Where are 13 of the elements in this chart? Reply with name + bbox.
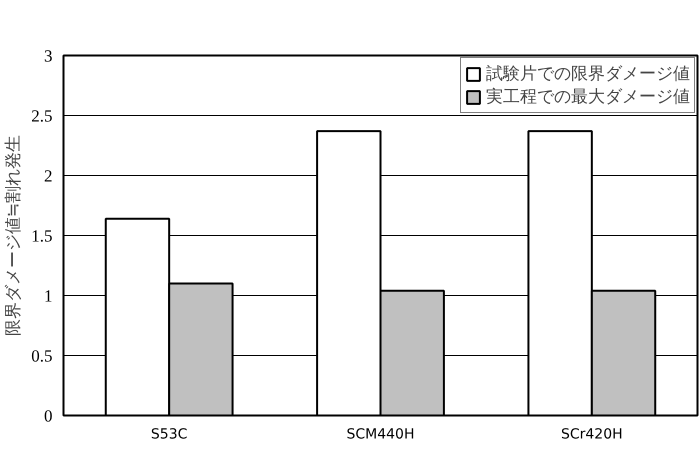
x-tick-label: S53C (150, 426, 188, 442)
y-tick-label: 3 (44, 46, 52, 66)
legend-label: 実工程での最大ダメージ値 (486, 86, 690, 108)
y-tick-label: 0.5 (31, 346, 52, 366)
y-tick-label: 1 (44, 286, 52, 306)
y-tick-label: 0 (44, 406, 52, 426)
x-tick-label: SCr420H (561, 426, 623, 442)
y-tick-label: 2.5 (31, 106, 52, 126)
x-tick-label: SCM440H (346, 426, 415, 442)
legend-label: 試験片での限界ダメージ値 (486, 63, 690, 85)
y-axis-title: 限界ダメージ値≒割れ発生 (3, 134, 24, 336)
y-tick-label: 2 (44, 166, 52, 186)
y-tick-label: 1.5 (31, 226, 52, 246)
